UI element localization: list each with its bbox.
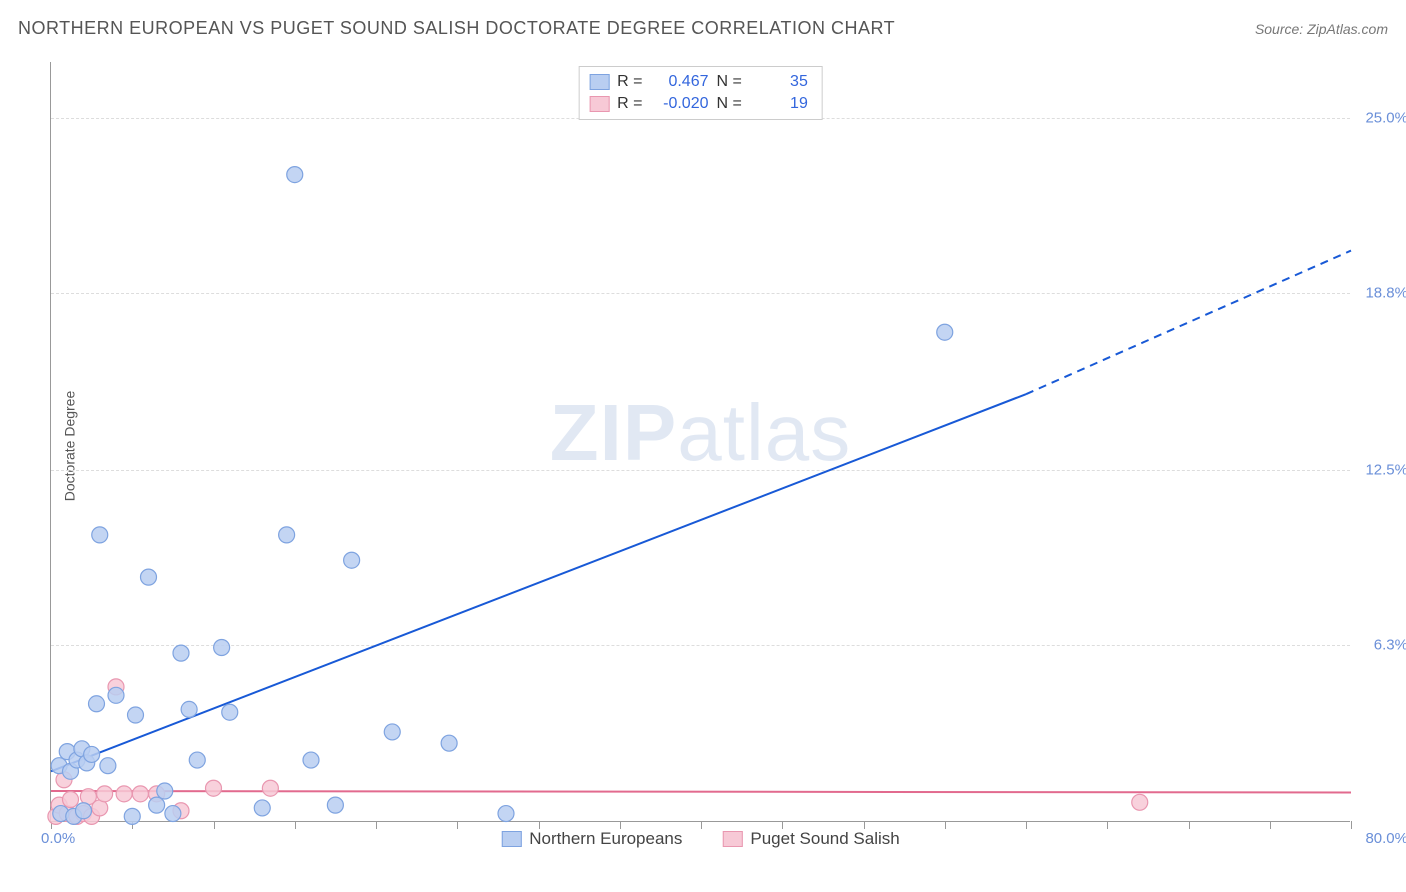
series-legend: Northern Europeans Puget Sound Salish — [501, 829, 899, 849]
source-attribution: Source: ZipAtlas.com — [1255, 21, 1388, 37]
legend-swatch-1b — [722, 831, 742, 847]
x-tick — [701, 821, 702, 829]
correlation-legend: R = 0.467 N = 35 R = -0.020 N = 19 — [578, 66, 823, 120]
scatter-plot-svg — [51, 62, 1350, 821]
chart-plot-area: ZIPatlas 6.3%12.5%18.8%25.0% R = 0.467 N… — [50, 62, 1350, 822]
chart-header: NORTHERN EUROPEAN VS PUGET SOUND SALISH … — [18, 18, 1388, 39]
x-tick — [782, 821, 783, 829]
x-axis-origin-label: 0.0% — [41, 830, 75, 847]
legend-swatch-1 — [589, 96, 609, 112]
legend-item-series-1: Puget Sound Salish — [722, 829, 899, 849]
legend-item-series-0: Northern Europeans — [501, 829, 682, 849]
legend-swatch-0b — [501, 831, 521, 847]
x-tick — [1107, 821, 1108, 829]
x-tick — [214, 821, 215, 829]
x-tick — [864, 821, 865, 829]
y-tick-label: 12.5% — [1365, 462, 1406, 479]
y-tick-label: 6.3% — [1374, 636, 1406, 653]
x-tick — [1026, 821, 1027, 829]
x-tick — [457, 821, 458, 829]
legend-swatch-0 — [589, 74, 609, 90]
legend-row-series-1: R = -0.020 N = 19 — [589, 93, 808, 115]
x-axis-max-label: 80.0% — [1365, 830, 1406, 847]
x-tick — [1189, 821, 1190, 829]
x-tick — [945, 821, 946, 829]
y-tick-label: 25.0% — [1365, 110, 1406, 127]
x-tick — [539, 821, 540, 829]
legend-row-series-0: R = 0.467 N = 35 — [589, 71, 808, 93]
x-tick — [1351, 821, 1352, 829]
y-tick-label: 18.8% — [1365, 284, 1406, 301]
x-tick — [376, 821, 377, 829]
x-tick — [620, 821, 621, 829]
x-tick — [1270, 821, 1271, 829]
chart-title: NORTHERN EUROPEAN VS PUGET SOUND SALISH … — [18, 18, 895, 39]
x-tick — [295, 821, 296, 829]
